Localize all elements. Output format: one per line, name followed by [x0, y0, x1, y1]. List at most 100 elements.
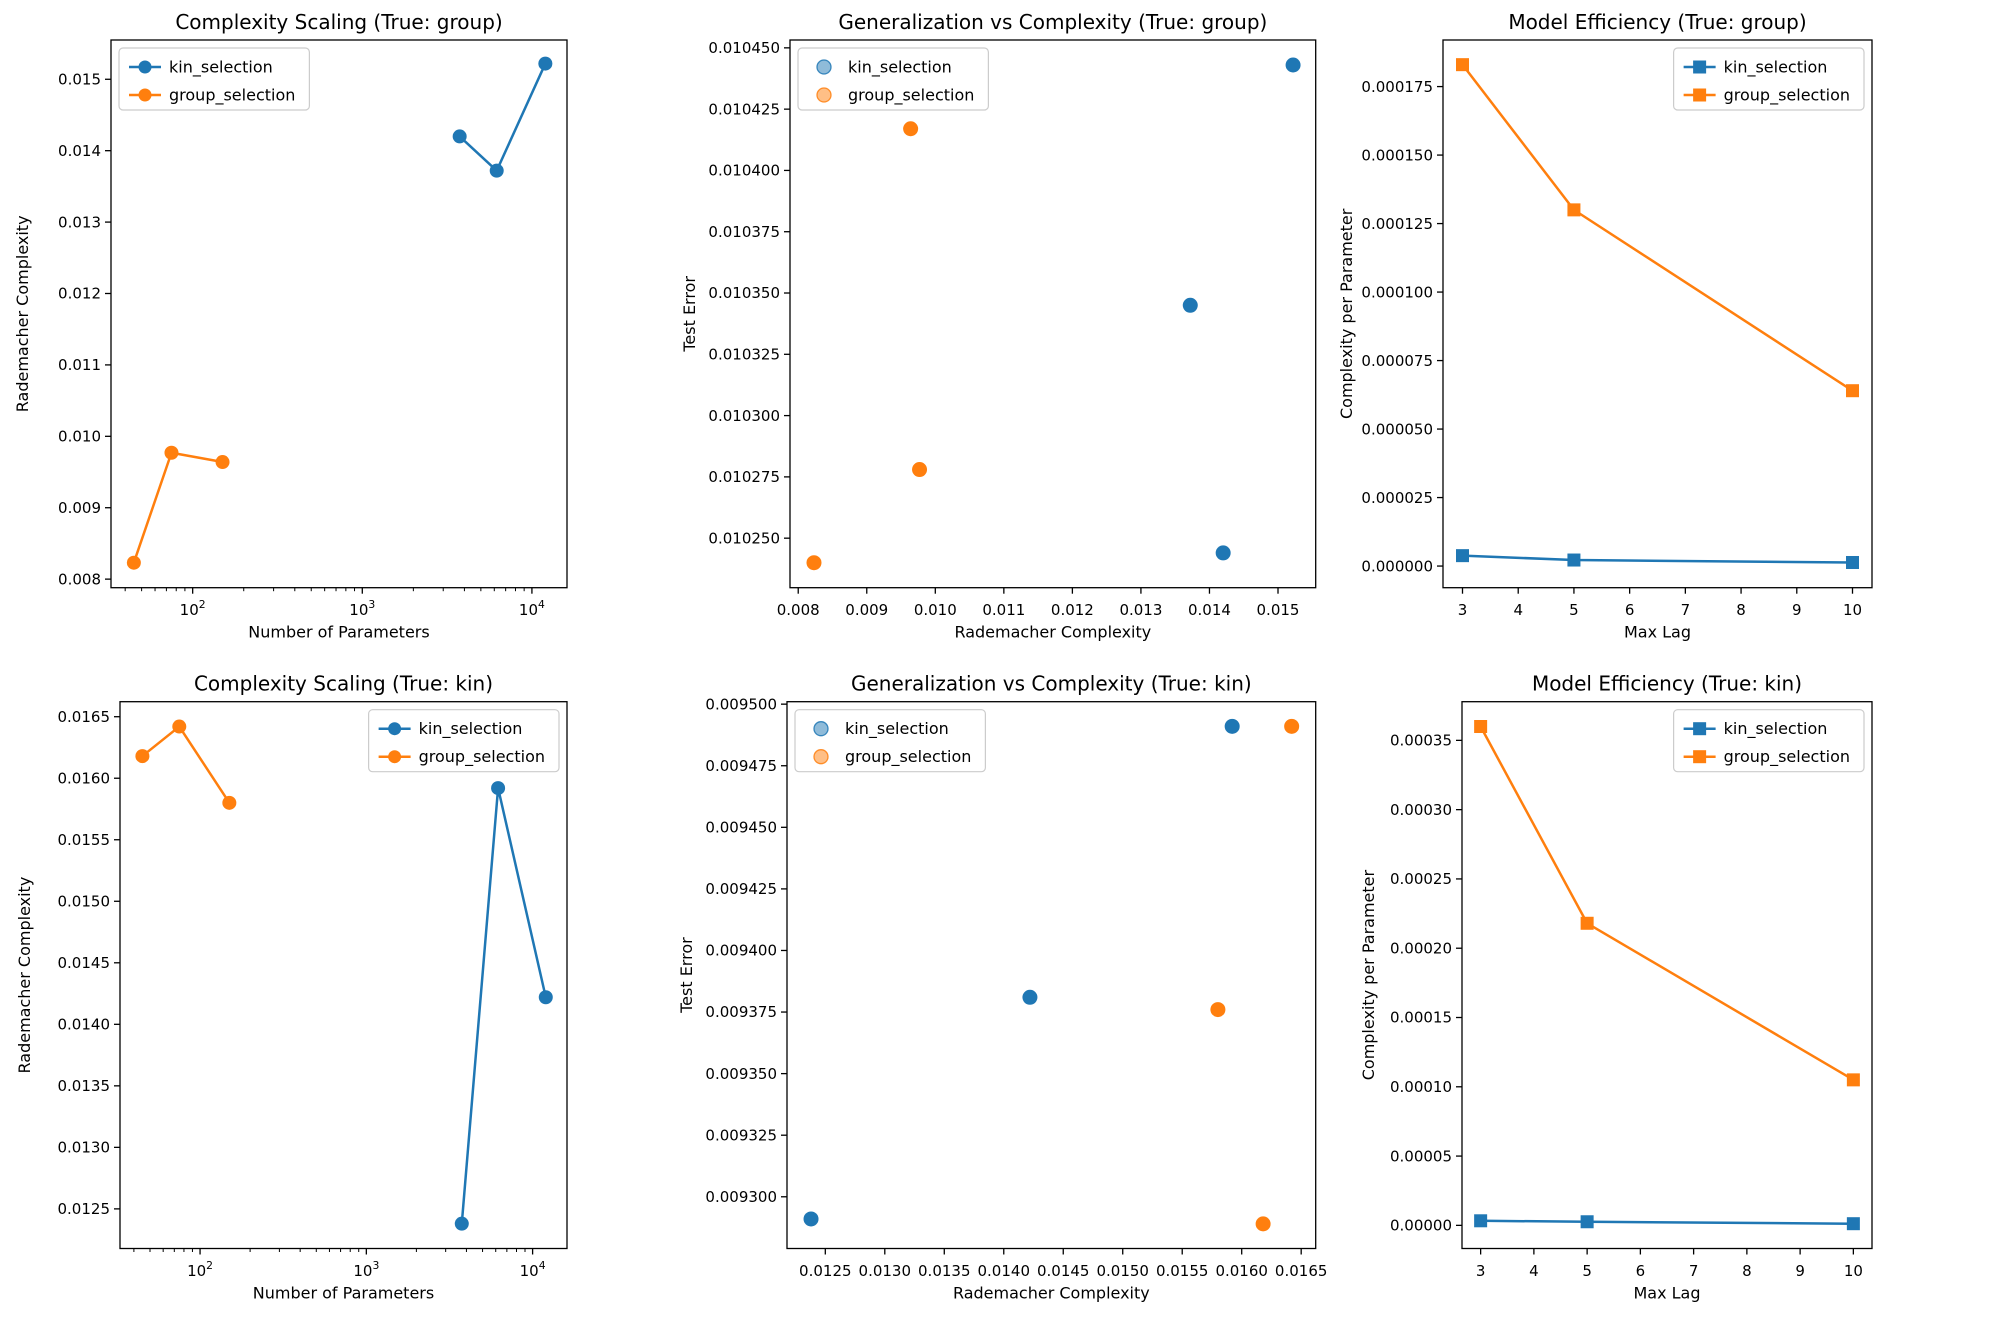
data-point-kin_selection — [1580, 1215, 1594, 1229]
data-point-group_selection — [1567, 203, 1581, 217]
data-point-group_selection — [1474, 720, 1488, 734]
legend-label: kin_selection — [419, 719, 523, 739]
y-tick-label: 0.010400 — [708, 162, 780, 180]
data-point-kin_selection — [538, 56, 553, 71]
y-tick-label: 0.010450 — [708, 39, 780, 57]
x-tick-label: 6 — [1636, 1262, 1646, 1280]
x-tick-label: 10 — [1843, 601, 1862, 619]
legend-label: group_selection — [1724, 747, 1850, 767]
subplot-generalization-vs-complexity-true-kin: 0.0125 0.0130 0.0135 0.0140 0.0145 0.0150 0.01… — [677, 672, 1327, 1303]
plot-title: Complexity Scaling (True: group) — [175, 10, 502, 34]
x-tick-label: 0.0150 — [1096, 1262, 1149, 1280]
legend-marker — [813, 721, 829, 737]
data-point-group_selection — [1456, 58, 1469, 72]
legend-marker — [816, 59, 832, 75]
legend-marker — [138, 88, 152, 102]
data-point-kin_selection — [1567, 553, 1581, 567]
data-point-group_selection — [1846, 384, 1859, 398]
y-axis-label: Test Error — [680, 276, 699, 353]
y-tick-label: 0.0150 — [58, 892, 111, 910]
y-tick-label: 0.000050 — [1361, 420, 1433, 438]
data-point-kin_selection — [1215, 545, 1231, 561]
legend-item-group_selection: group_selection — [378, 747, 545, 767]
x-tick-label: 3 — [1476, 1262, 1486, 1280]
y-tick-label: 0.00035 — [1390, 732, 1452, 750]
y-axis-label: Test Error — [677, 937, 696, 1014]
data-point-kin_selection — [454, 1216, 469, 1231]
y-tick-label: 0.009300 — [705, 1188, 777, 1206]
y-tick-label: 0.0125 — [58, 1200, 111, 1218]
y-tick-label: 0.010425 — [708, 100, 780, 118]
subplot-model-efficiency-true-kin: 3 4 5 6 7 8 9 10 0.00000 0.00005 0.00010 0.00015 0.0… — [1359, 672, 1873, 1303]
y-tick-label: 0.012 — [58, 285, 101, 303]
x-tick-label: 4 — [1529, 1262, 1539, 1280]
data-point-kin_selection — [491, 781, 506, 796]
plot-title: Complexity Scaling (True: kin) — [194, 672, 493, 696]
legend-label: group_selection — [419, 747, 545, 767]
y-tick-label: 0.009425 — [705, 880, 777, 898]
y-tick-label: 0.000150 — [1361, 146, 1433, 164]
data-point-group_selection — [172, 719, 187, 734]
x-tick-label: 102 — [180, 598, 206, 619]
x-axis-label: Number of Parameters — [253, 1284, 434, 1303]
y-tick-label: 0.0160 — [58, 769, 111, 787]
legend-marker — [813, 749, 829, 765]
x-tick-label: 0.0130 — [859, 1262, 912, 1280]
legend-label: kin_selection — [1724, 58, 1828, 78]
data-point-group_selection — [912, 462, 928, 478]
y-tick-label: 0.000075 — [1361, 352, 1433, 370]
y-tick-label: 0.00000 — [1390, 1217, 1452, 1235]
y-tick-label: 0.0145 — [58, 954, 111, 972]
x-tick-label: 104 — [520, 1259, 546, 1280]
y-tick-label: 0.009475 — [705, 757, 777, 775]
x-axis-label: Rademacher Complexity — [954, 623, 1151, 642]
legend-box — [368, 709, 560, 773]
x-tick-label: 0.0140 — [978, 1262, 1031, 1280]
plot-area — [789, 39, 1317, 589]
legend-marker — [1693, 88, 1707, 102]
y-tick-label: 0.009450 — [705, 819, 777, 837]
x-tick-label: 0.013 — [1119, 601, 1162, 619]
x-axis-label: Max Lag — [1633, 1284, 1700, 1303]
x-tick-label: 7 — [1681, 601, 1691, 619]
data-point-kin_selection — [1456, 549, 1469, 563]
legend-item-group_selection: group_selection — [1683, 86, 1850, 106]
x-tick-label: 0.0135 — [918, 1262, 971, 1280]
data-point-kin_selection — [1022, 989, 1038, 1005]
data-point-kin_selection — [538, 990, 553, 1005]
y-tick-label: 0.0165 — [58, 708, 111, 726]
x-tick-label: 5 — [1582, 1262, 1592, 1280]
x-tick-label: 9 — [1795, 1262, 1805, 1280]
data-point-group_selection — [903, 121, 919, 137]
data-point-kin_selection — [1224, 718, 1240, 734]
legend-label: kin_selection — [1724, 719, 1828, 739]
y-tick-label: 0.00020 — [1390, 939, 1452, 957]
x-tick-label: 0.0145 — [1037, 1262, 1090, 1280]
data-point-group_selection — [1580, 916, 1594, 930]
legend: kin_selection group_selection — [368, 709, 560, 773]
y-tick-label: 0.009350 — [705, 1065, 777, 1083]
y-tick-label: 0.000175 — [1361, 78, 1433, 96]
data-point-group_selection — [215, 455, 230, 470]
y-tick-label: 0.009 — [58, 499, 101, 517]
y-tick-label: 0.0140 — [58, 1016, 111, 1034]
data-point-group_selection — [806, 555, 822, 571]
data-point-group_selection — [1284, 718, 1300, 734]
legend-label: group_selection — [169, 86, 295, 106]
subplot-generalization-vs-complexity-true-group: 0.008 0.009 0.010 0.011 0.012 0.013 0.014 0.015… — [680, 10, 1317, 642]
legend-box — [118, 47, 310, 111]
y-tick-label: 0.010375 — [708, 223, 780, 241]
data-point-group_selection — [1210, 1002, 1226, 1018]
x-tick-label: 0.011 — [982, 601, 1025, 619]
legend-box — [1673, 709, 1865, 773]
legend-item-kin_selection: kin_selection — [813, 719, 949, 739]
subplot-model-efficiency-true-group: 3 4 5 6 7 8 9 10 0.000000 0.000025 0.000050 0.00007… — [1337, 10, 1873, 642]
x-tick-label: 0.014 — [1188, 601, 1231, 619]
x-axis-label: Max Lag — [1624, 623, 1691, 642]
x-tick-label: 3 — [1458, 601, 1468, 619]
y-tick-label: 0.00030 — [1390, 801, 1452, 819]
y-axis-label: Complexity per Parameter — [1337, 208, 1356, 419]
data-point-kin_selection — [1846, 1217, 1860, 1231]
